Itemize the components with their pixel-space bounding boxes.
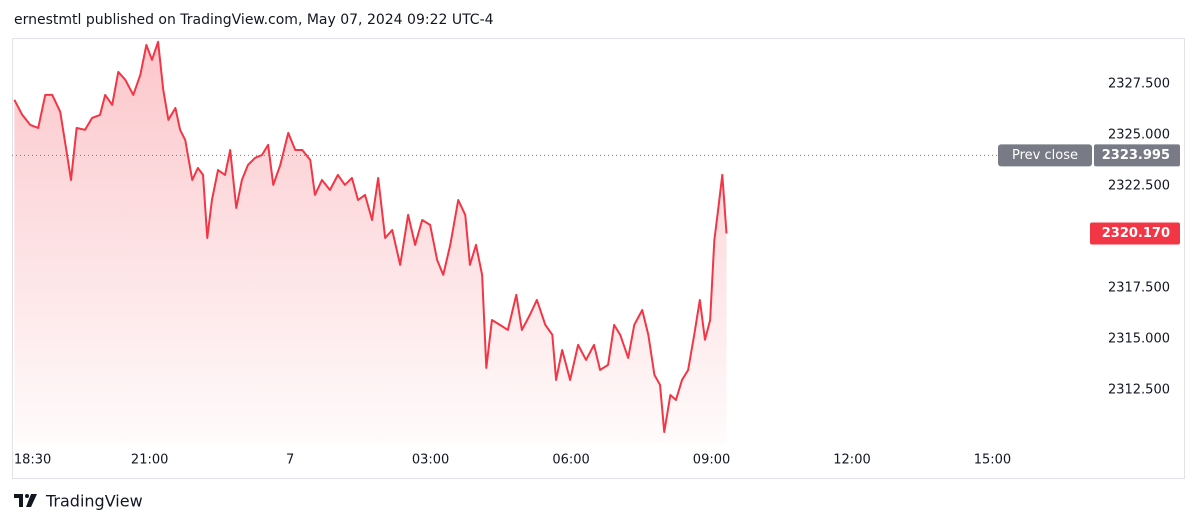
logo	[14, 494, 37, 507]
x-tick-label: 7	[286, 453, 294, 468]
y-tick-label: 2317.500	[1108, 280, 1170, 295]
y-tick-label: 2312.500	[1108, 382, 1170, 397]
last-price-box	[1090, 222, 1180, 245]
x-tick-label: 18:30	[14, 453, 51, 468]
brand: TradingView	[45, 492, 143, 511]
header: ernestmtl published on TradingView.com, …	[14, 12, 494, 28]
x-tick-label: 21:00	[131, 453, 168, 468]
y-tick-label: 2325.000	[1108, 127, 1170, 142]
y-tick-label: 2322.500	[1108, 178, 1170, 193]
prev-close-value-box	[1094, 144, 1180, 167]
prev-close-name-box	[998, 144, 1092, 167]
last-price: 2320.170	[1102, 226, 1170, 241]
area-fill	[14, 41, 727, 443]
prev-close-value: 2323.995	[1102, 148, 1170, 163]
x-tick-label: 15:00	[974, 453, 1011, 468]
y-tick-label: 2315.000	[1108, 331, 1170, 346]
x-tick-label: 09:00	[693, 453, 730, 468]
x-tick-label: 03:00	[412, 453, 449, 468]
x-tick-label: 06:00	[552, 453, 589, 468]
prev-close-name: Prev close	[1012, 148, 1078, 163]
y-tick-label: 2327.500	[1108, 76, 1170, 91]
chart-frame	[12, 38, 1185, 479]
x-tick-label: 12:00	[833, 453, 870, 468]
price-line	[13, 40, 728, 433]
